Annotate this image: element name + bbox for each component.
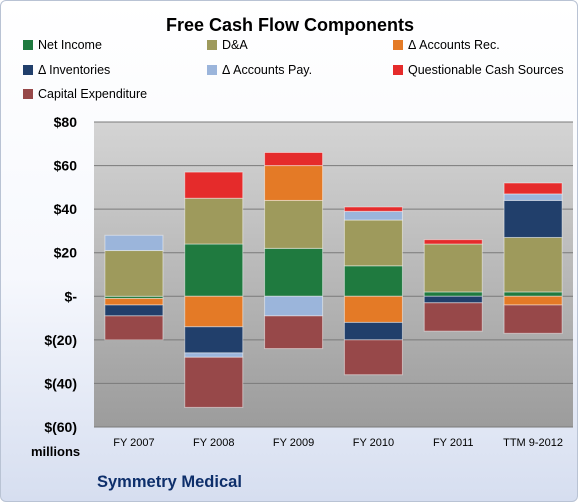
bar-segment <box>423 239 483 245</box>
x-tick-label: FY 2007 <box>113 437 154 449</box>
bar-segment <box>343 321 403 341</box>
legend-label: Capital Expenditure <box>38 87 148 101</box>
bar-segment <box>264 152 324 167</box>
bar-segment <box>343 206 403 212</box>
legend-label: Δ Accounts Rec. <box>408 38 500 52</box>
legend-item: Δ Inventories <box>23 63 110 77</box>
bar-segment <box>264 315 324 350</box>
bar-segment <box>423 295 483 304</box>
bar-segment <box>104 250 164 297</box>
legend-label: Δ Accounts Pay. <box>222 63 313 77</box>
bar-segment <box>104 234 164 252</box>
y-tick-label: $- <box>65 288 78 304</box>
bar-segment <box>264 247 324 297</box>
bar-segment <box>104 315 164 341</box>
bar-segment <box>104 304 164 317</box>
x-tick-label: FY 2011 <box>433 437 474 449</box>
y-tick-label: $(20) <box>44 332 77 348</box>
x-tick-label: FY 2008 <box>193 437 234 449</box>
legend-label: D&A <box>222 38 248 52</box>
legend-item: Questionable Cash Sources <box>393 63 564 77</box>
y-tick-label: $60 <box>54 158 78 174</box>
legend-swatch <box>207 65 217 75</box>
bar-segment <box>503 291 563 297</box>
legend-swatch <box>393 65 403 75</box>
bar-segment <box>184 171 244 199</box>
bar-segment <box>264 165 324 201</box>
bar-segment <box>503 295 563 306</box>
y-tick-label: $80 <box>54 114 78 130</box>
bar-segment <box>184 356 244 408</box>
bar-segment <box>503 199 563 238</box>
bar-segment <box>503 182 563 195</box>
bar-segment <box>264 199 324 249</box>
legend-item: D&A <box>207 38 248 52</box>
legend-item: Net Income <box>23 38 102 52</box>
legend-label: Δ Inventories <box>38 63 111 77</box>
legend-item: Capital Expenditure <box>23 87 147 101</box>
bar-segment <box>343 265 403 297</box>
legend-item: Δ Accounts Pay. <box>207 63 312 77</box>
legend-swatch <box>23 40 33 50</box>
legend-label: Questionable Cash Sources <box>408 63 564 77</box>
legend-swatch <box>207 40 217 50</box>
bar-segment <box>503 193 563 201</box>
legend-label: Net Income <box>38 38 102 52</box>
chart-title: Free Cash Flow Components <box>165 15 415 35</box>
bar-segment <box>184 352 244 358</box>
legend-swatch <box>23 65 33 75</box>
legend-item: Δ Accounts Rec. <box>393 38 500 52</box>
bar-segment <box>184 295 244 328</box>
bar-segment <box>423 291 483 297</box>
unit-label: millions <box>31 444 81 459</box>
y-tick-label: $(40) <box>44 375 77 391</box>
bar-segment <box>184 243 244 297</box>
y-tick-label: $40 <box>54 201 78 217</box>
bar-segment <box>184 326 244 354</box>
y-tick-label: $(60) <box>44 419 77 435</box>
bar-segment <box>343 219 403 267</box>
legend-swatch <box>393 40 403 50</box>
bar-segment <box>343 339 403 376</box>
bar-segment <box>503 304 563 334</box>
plot-background <box>94 122 573 427</box>
bar-segment <box>503 236 563 293</box>
bar-segment <box>343 295 403 323</box>
y-tick-label: $20 <box>54 245 78 261</box>
bar-segment <box>423 243 483 293</box>
company-name: Symmetry Medical <box>97 473 242 491</box>
x-tick-label: FY 2010 <box>353 437 394 449</box>
bar-segment <box>423 302 483 332</box>
bar-segment <box>104 297 164 306</box>
x-tick-label: TTM 9-2012 <box>503 437 563 449</box>
bar-segment <box>264 295 324 317</box>
bar-segment <box>184 197 244 245</box>
x-tick-label: FY 2009 <box>273 437 314 449</box>
bar-segment <box>343 210 403 221</box>
legend-swatch <box>23 89 33 99</box>
